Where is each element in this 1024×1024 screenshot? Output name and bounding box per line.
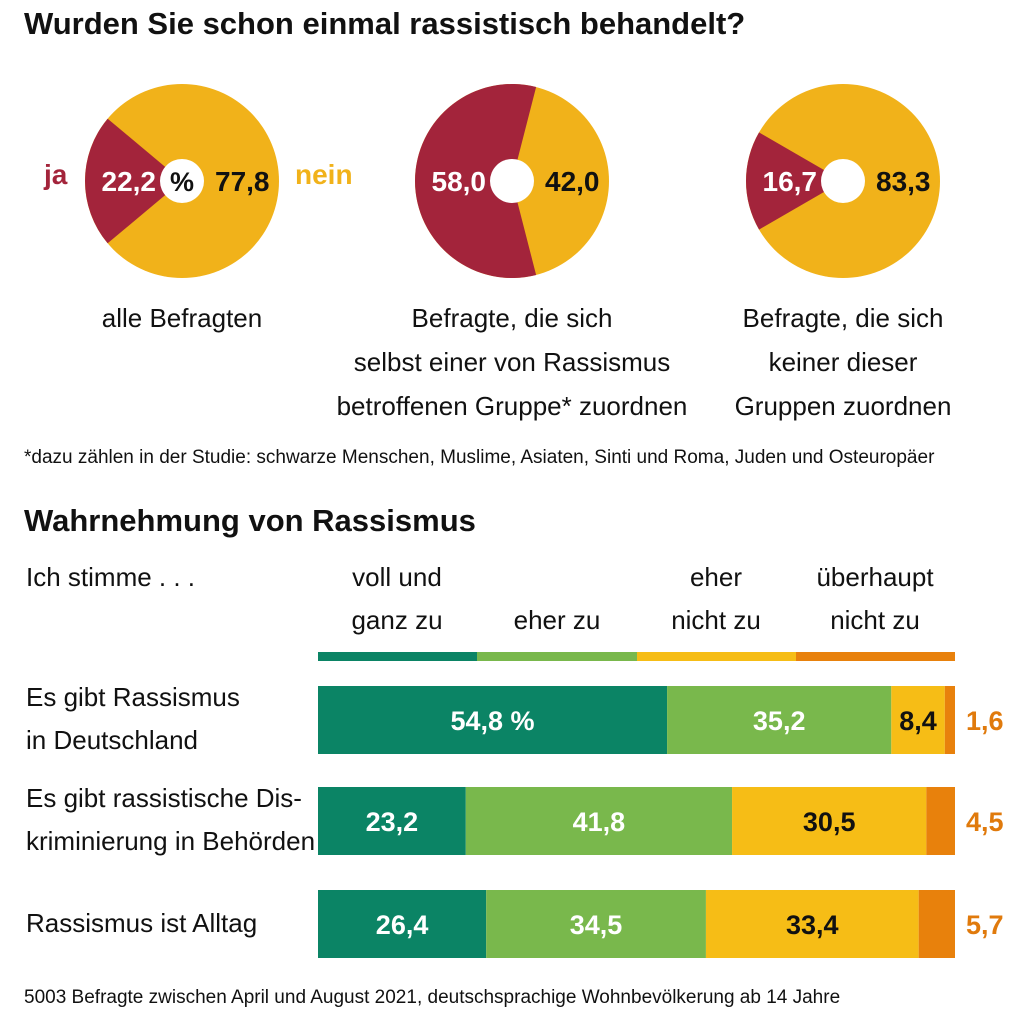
- column-header-gar-nicht: überhaupt nicht zu: [816, 556, 933, 642]
- pie-label-nein: 83,3: [876, 166, 931, 197]
- pie-caption-2: Befragte, die sich selbst einer von Rass…: [337, 296, 688, 428]
- bar-segment-voll: [318, 686, 668, 754]
- bar-segment-gar-nicht: [926, 787, 955, 855]
- bar-segment-eher-nicht: [891, 686, 945, 754]
- row-label-line: kriminierung in Behörden: [26, 826, 316, 856]
- pie-slice-ja: [84, 118, 182, 244]
- stacked-bars: 54,8 % 35,2 8,4 1,6 23,2 41,8 30,5 4,5 26,4 34,5 3…: [318, 686, 1004, 958]
- bar-label-gar-nicht: 5,7: [966, 910, 1004, 940]
- column-header-line: eher zu: [513, 605, 601, 635]
- bar-segment-eher-nicht: [732, 787, 927, 855]
- bar-segment-voll: [318, 890, 487, 958]
- legend-swatch-voll: [318, 652, 478, 661]
- pie-chart-2: 58,0 42,0: [415, 84, 609, 278]
- row-label-line: Es gibt Rassismus: [26, 682, 240, 712]
- pie-slice-ja: [415, 84, 537, 278]
- bar-row-2: 23,2 41,8 30,5 4,5: [318, 787, 1004, 855]
- row-label-3: Rassismus ist Alltag: [26, 902, 257, 945]
- row-label-line: Rassismus ist Alltag: [26, 908, 258, 938]
- pie-caption-line: Befragte, die sich: [742, 303, 944, 333]
- pie-charts: % 22,2 77,8 58,0 42,0 16,7 83,3: [84, 84, 940, 278]
- bar-row-1: 54,8 % 35,2 8,4 1,6: [318, 686, 1004, 754]
- legend-strip: [318, 652, 955, 661]
- pie-caption-line: betroffenen Gruppe* zuordnen: [336, 391, 688, 421]
- pie-label-nein: 77,8: [215, 166, 270, 197]
- pie-caption-line: Befragte, die sich: [411, 303, 613, 333]
- pie-slice-ja: [746, 132, 843, 230]
- pie-legend-ja: ja: [44, 159, 68, 190]
- legend-swatch-gar-nicht: [795, 652, 955, 661]
- pie-caption-3: Befragte, die sich keiner dieser Gruppen…: [735, 296, 952, 428]
- pie-caption-1: alle Befragten: [102, 296, 262, 340]
- bar-label-voll: 23,2: [366, 807, 419, 837]
- pie-label-ja: 22,2: [102, 166, 157, 197]
- pie-label-ja: 58,0: [432, 166, 487, 197]
- source-note: 5003 Befragte zwischen April und August …: [24, 987, 841, 1008]
- bar-label-eher-nicht: 30,5: [803, 807, 856, 837]
- pie-caption-line: keiner dieser: [768, 347, 918, 377]
- bar-label-gar-nicht: 4,5: [966, 807, 1004, 837]
- pie-unit-label: %: [170, 167, 194, 197]
- legend-swatch-eher: [477, 652, 637, 661]
- column-header-eher: eher zu: [514, 556, 601, 642]
- column-header-line: nicht zu: [671, 605, 761, 635]
- row-label-line: Es gibt rassistische Dis-: [26, 783, 302, 813]
- column-header-line: ganz zu: [351, 605, 443, 635]
- bar-segment-voll: [318, 787, 466, 855]
- column-header-line: voll und: [352, 562, 442, 592]
- column-header-line: nicht zu: [830, 605, 920, 635]
- pie-hole: [821, 159, 865, 203]
- bar-segment-eher: [486, 890, 706, 958]
- row-label-line: in Deutschland: [26, 725, 198, 755]
- footnote: *dazu zählen in der Studie: schwarze Men…: [24, 447, 935, 468]
- pie-chart-3: 16,7 83,3: [746, 84, 940, 278]
- bar-segment-eher: [667, 686, 892, 754]
- bar-row-3: 26,4 34,5 33,4 5,7: [318, 890, 1004, 958]
- bar-label-eher: 41,8: [573, 807, 626, 837]
- pie-label-ja: 16,7: [763, 166, 818, 197]
- bar-segment-gar-nicht: [944, 686, 955, 754]
- bar-label-eher: 34,5: [570, 910, 623, 940]
- bar-label-eher-nicht: 33,4: [786, 910, 839, 940]
- column-header-line: eher: [689, 562, 743, 592]
- column-header-line: überhaupt: [816, 562, 934, 592]
- bar-label-voll: 26,4: [376, 910, 429, 940]
- bar-label-gar-nicht: 1,6: [966, 706, 1004, 736]
- pie-legend-nein: nein: [295, 159, 353, 190]
- section-title: Wahrnehmung von Rassismus: [24, 503, 476, 538]
- bar-label-voll: 54,8 %: [451, 706, 535, 736]
- chart-title: Wurden Sie schon einmal rassistisch beha…: [24, 6, 746, 41]
- bar-segment-eher-nicht: [705, 890, 919, 958]
- pie-hole: [160, 159, 204, 203]
- stub-header: Ich stimme . . .: [26, 562, 196, 592]
- bar-label-eher: 35,2: [753, 706, 806, 736]
- pie-caption-line: alle Befragten: [101, 303, 263, 333]
- pie-hole: [490, 159, 534, 203]
- bar-segment-eher: [465, 787, 733, 855]
- column-header-line: [514, 556, 601, 599]
- row-label-2: Es gibt rassistische Dis- kriminierung i…: [26, 777, 315, 863]
- row-label-1: Es gibt Rassismus in Deutschland: [26, 676, 240, 762]
- bar-segment-gar-nicht: [918, 890, 955, 958]
- pie-caption-line: Gruppen zuordnen: [734, 391, 952, 421]
- pie-label-nein: 42,0: [545, 166, 600, 197]
- bar-label-eher-nicht: 8,4: [899, 706, 937, 736]
- pie-caption-line: selbst einer von Rassismus: [353, 347, 671, 377]
- column-header-voll: voll und ganz zu: [351, 556, 442, 642]
- legend-swatch-eher-nicht: [636, 652, 796, 661]
- column-header-eher-nicht: eher nicht zu: [671, 556, 761, 642]
- pie-chart-1: % 22,2 77,8: [84, 84, 279, 278]
